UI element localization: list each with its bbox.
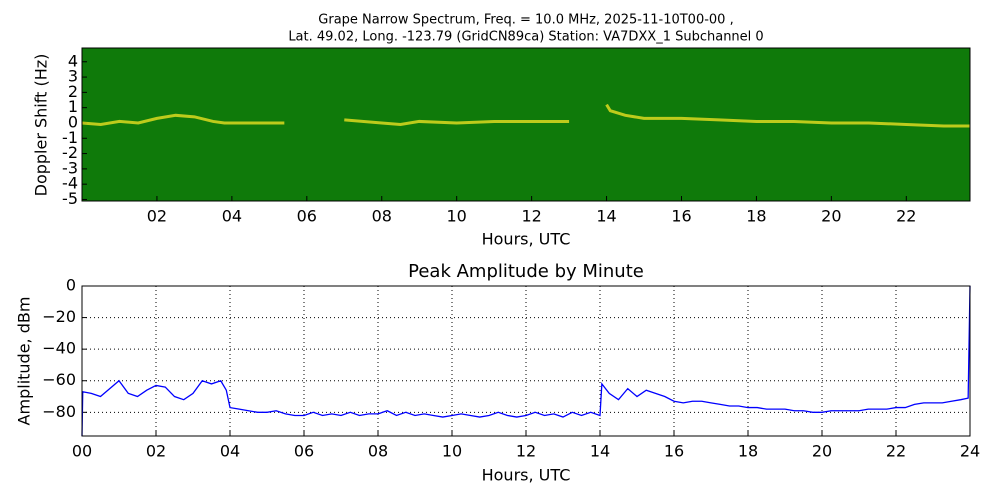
y-tick-label: 0 bbox=[66, 276, 76, 295]
y-tick-label: 2 bbox=[68, 82, 78, 101]
doppler-trace bbox=[344, 118, 570, 127]
doppler-trace bbox=[81, 113, 285, 127]
x-tick-label: 18 bbox=[746, 207, 766, 226]
x-tick-label: 18 bbox=[738, 442, 758, 461]
y-tick-label: −40 bbox=[42, 339, 76, 358]
y-tick-label: 4 bbox=[68, 51, 78, 70]
x-tick-label: 24 bbox=[960, 442, 980, 461]
y-tick-label: -3 bbox=[62, 158, 78, 177]
x-axis-label: Hours, UTC bbox=[482, 230, 571, 249]
chart-title: Peak Amplitude by Minute bbox=[408, 261, 644, 282]
doppler-trace bbox=[605, 103, 970, 128]
x-tick-label: 20 bbox=[821, 207, 841, 226]
y-tick-label: -5 bbox=[62, 189, 78, 208]
y-tick-label: −80 bbox=[42, 402, 76, 421]
x-tick-label: 16 bbox=[664, 442, 684, 461]
spectrogram-background bbox=[82, 48, 970, 201]
x-tick-label: 22 bbox=[886, 442, 906, 461]
x-tick-label: 08 bbox=[372, 207, 392, 226]
y-tick-label: -4 bbox=[62, 174, 78, 193]
x-tick-label: 00 bbox=[72, 442, 92, 461]
amplitude-line bbox=[81, 285, 971, 437]
y-axis-label: Amplitude, dBm bbox=[15, 297, 34, 426]
y-tick-label: −20 bbox=[42, 307, 76, 326]
y-tick-label: 3 bbox=[68, 67, 78, 86]
x-tick-label: 04 bbox=[222, 207, 242, 226]
y-tick-label: -2 bbox=[62, 143, 78, 162]
y-tick-label: 1 bbox=[68, 97, 78, 116]
x-tick-label: 12 bbox=[516, 442, 536, 461]
chart-subtitle: Lat. 49.02, Long. -123.79 (GridCN89ca) S… bbox=[288, 30, 763, 45]
plot-frame bbox=[81, 47, 971, 202]
y-axis-label: Doppler Shift (Hz) bbox=[32, 54, 51, 197]
x-tick-label: 14 bbox=[590, 442, 610, 461]
x-tick-label: 08 bbox=[368, 442, 388, 461]
x-tick-label: 02 bbox=[146, 442, 166, 461]
x-tick-label: 10 bbox=[442, 442, 462, 461]
plot-background bbox=[82, 286, 970, 436]
x-tick-label: 16 bbox=[671, 207, 691, 226]
x-tick-label: 20 bbox=[812, 442, 832, 461]
x-tick-label: 22 bbox=[896, 207, 916, 226]
y-tick-label: −60 bbox=[42, 370, 76, 389]
x-axis-label: Hours, UTC bbox=[482, 466, 571, 485]
chart-title: Grape Narrow Spectrum, Freq. = 10.0 MHz,… bbox=[318, 13, 733, 28]
y-tick-label: -1 bbox=[62, 128, 78, 147]
x-tick-label: 10 bbox=[447, 207, 467, 226]
x-tick-label: 06 bbox=[294, 442, 314, 461]
plot-frame bbox=[81, 285, 971, 437]
x-tick-label: 06 bbox=[297, 207, 317, 226]
y-tick-label: 0 bbox=[68, 112, 78, 131]
x-tick-label: 02 bbox=[147, 207, 167, 226]
x-tick-label: 14 bbox=[596, 207, 616, 226]
x-tick-label: 12 bbox=[521, 207, 541, 226]
x-tick-label: 04 bbox=[220, 442, 240, 461]
